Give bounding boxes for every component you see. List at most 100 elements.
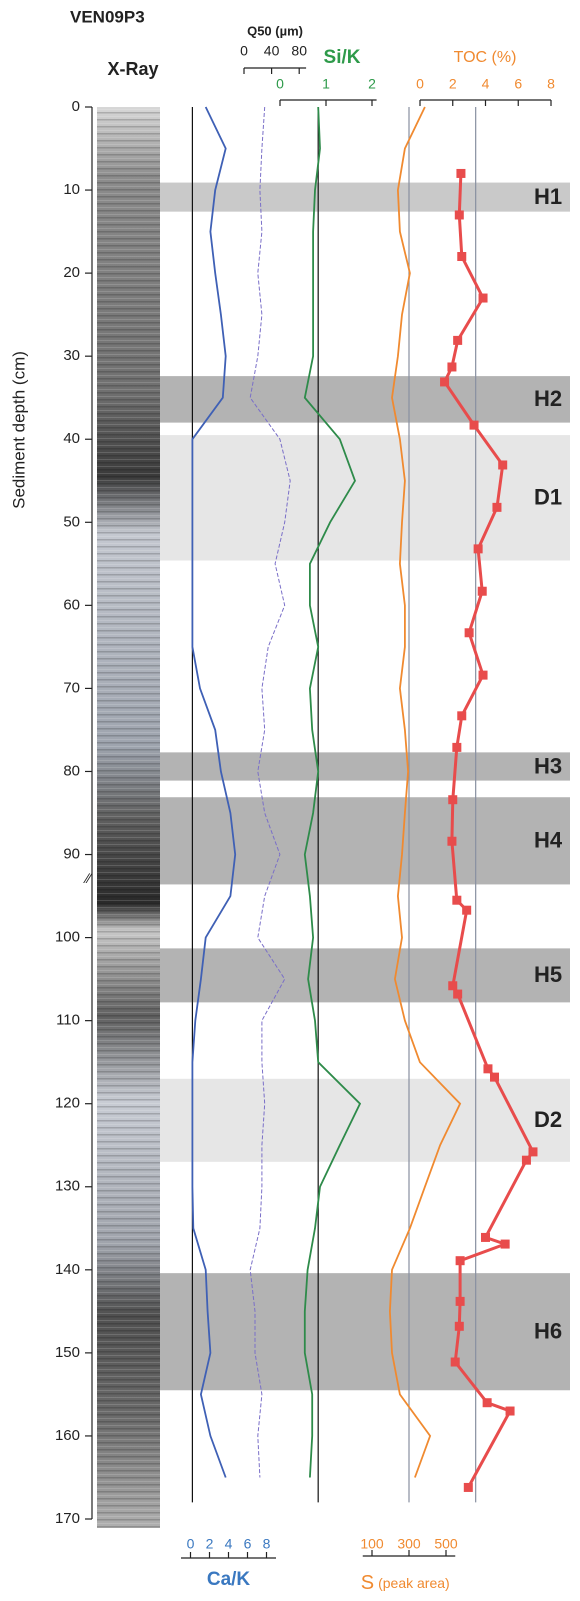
toc-point [454,210,464,220]
depth-axis-title: Sediment depth (cm) [9,351,28,509]
track-line [303,106,362,1478]
zones: H1 H2 D1 H3 H4 H5 D2 H6 [160,182,570,1391]
x-tick-label: 500 [434,1536,458,1552]
x-tick-label: 2 [368,76,376,92]
depth-tick-label: 70 [63,679,80,696]
axis-title: S (peak area) [361,1572,450,1594]
toc-point [521,1155,531,1165]
toc-point [454,1321,464,1331]
toc-point [483,1064,493,1074]
track-line [388,106,462,1478]
zone-label: H6 [534,1319,562,1344]
depth-tick-label: 120 [55,1095,80,1112]
toc-point [453,989,463,999]
zone-label: H3 [534,753,562,778]
x-tick-label: 2 [206,1536,214,1552]
axis-title-unit: (peak area) [378,1575,450,1591]
depth-tick-label: 150 [55,1344,80,1361]
depth-tick-label: 30 [63,347,80,364]
toc-point [481,1232,490,1242]
toc-point [500,1239,510,1249]
toc-point [457,252,467,262]
x-tick-label: 100 [360,1536,384,1552]
zone-label: D1 [534,485,562,510]
x-tick-label: 4 [225,1536,233,1552]
toc-point [462,905,472,915]
depth-tick-label: 110 [56,1012,80,1029]
depth-tick-label: 10 [63,181,80,198]
zone-band [160,182,570,212]
marks [191,106,538,1503]
depth-tick-label: 50 [63,513,80,530]
zone-label: H4 [534,828,563,853]
track-line [191,106,237,1478]
x-tick-label: 0 [187,1536,195,1552]
toc-point [455,1256,465,1266]
zone-band [160,948,570,1003]
depth-tick-label: 40 [63,430,80,447]
toc-point [478,293,488,303]
zone-band [160,797,570,885]
depth-tick-label: 80 [63,762,80,779]
x-tick-label: 6 [514,76,522,92]
depth-tick-label: 0 [72,98,80,115]
axis-title: Ca/K [207,1569,251,1590]
axis-title: Q50 (µm) [247,23,303,38]
toc-point [482,1398,492,1408]
zone-band [160,435,570,561]
toc-point [450,1357,460,1367]
toc-point [464,628,474,638]
zone-label: H5 [534,962,562,987]
depth-tick-label: 20 [63,264,80,281]
toc-point [456,168,466,178]
toc-point [528,1147,538,1157]
x-tick-label: 2 [449,76,457,92]
toc-point [453,335,463,345]
zone-label: H1 [534,184,562,209]
core-title: VEN09P3 [70,7,145,26]
toc-point [448,795,458,805]
depth-tick-label: 100 [55,929,80,946]
x-tick-label: 0 [416,76,424,92]
toc-point [457,711,467,721]
toc-point [490,1072,500,1082]
toc-point [505,1406,515,1416]
toc-point [473,544,483,554]
x-tick-label: 6 [244,1536,252,1552]
zone-label: H2 [534,386,562,411]
depth-tick-label: 140 [55,1261,80,1278]
toc-point [447,362,457,372]
zone-band [160,752,570,781]
core-break: ∕∕ [83,870,93,886]
toc-point [448,981,458,991]
toc-point [469,420,479,430]
zone-band [160,376,570,423]
zone-band [160,1273,570,1391]
depth-tick-label: 130 [55,1178,80,1195]
x-tick-label: 8 [263,1536,271,1552]
x-tick-label: 40 [264,43,280,59]
x-tick-label: 300 [397,1536,421,1552]
depth-tick-label: 160 [55,1427,80,1444]
toc-point [498,460,508,470]
x-tick-label: 4 [482,76,490,92]
depth-tick-label: 170 [55,1510,80,1527]
xray-texture [97,107,160,1528]
axis-title-name: S [361,1572,374,1594]
x-tick-label: 0 [276,76,284,92]
toc-point [478,670,488,680]
x-tick-label: 8 [547,76,555,92]
x-tick-label: 1 [322,76,330,92]
x-tick-label: 0 [240,43,248,59]
toc-point [452,895,462,905]
depth-tick-label: 60 [63,596,80,613]
depth-tick-label: 90 [63,845,80,862]
toc-point [463,1482,473,1492]
x-tick-label: 80 [291,43,307,59]
zone-band [160,1078,570,1162]
toc-point [492,502,502,512]
toc-point [477,586,487,596]
toc-point [440,377,450,387]
track-line [249,106,291,1478]
xray-label: X-Ray [107,59,158,79]
